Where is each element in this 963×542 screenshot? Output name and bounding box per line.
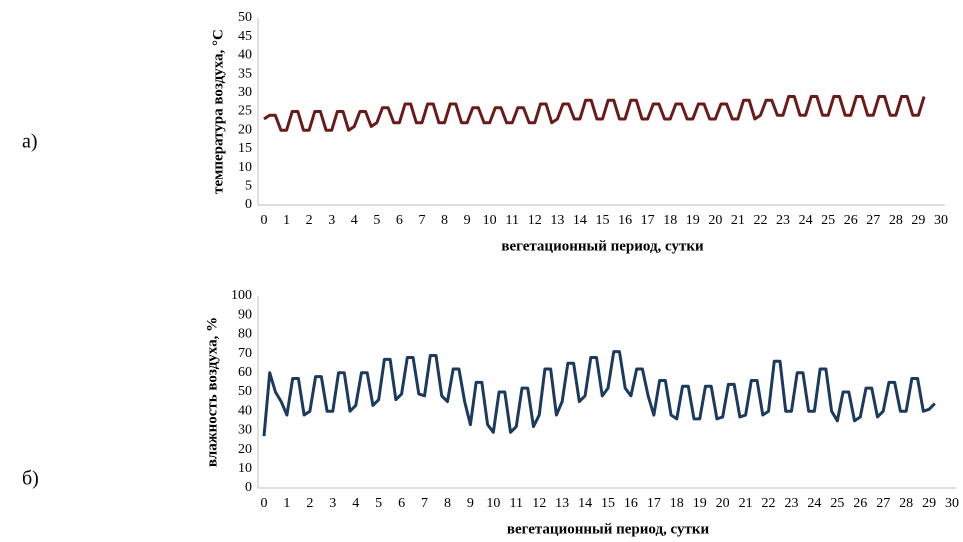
x-tick-label: 12 [528,213,542,228]
x-axis-label: вегетационный период, сутки [501,238,704,254]
x-tick-label: 20 [716,496,730,511]
x-tick-label: 15 [601,496,615,511]
x-tick-label: 2 [306,213,313,228]
x-tick-label: 4 [351,213,358,228]
x-tick-label: 26 [844,213,858,228]
data-line [262,350,936,437]
x-tick-label: 14 [573,213,587,228]
x-tick-label: 13 [550,213,564,228]
y-tick-label: 35 [238,66,252,81]
x-tick-label: 23 [776,213,790,228]
y-tick-label: 50 [238,384,252,399]
y-tick-label: 60 [238,365,252,380]
y-tick-label: 10 [238,461,252,476]
x-tick-label: 0 [261,213,268,228]
x-tick-label: 26 [853,496,867,511]
x-tick-label: 2 [306,496,313,511]
x-tick-label: 22 [762,496,776,511]
x-tick-label: 11 [505,213,518,228]
x-tick-label: 0 [261,496,268,511]
x-tick-label: 11 [510,496,523,511]
y-tick-label: 15 [238,141,252,156]
x-tick-label: 21 [739,496,753,511]
x-tick-label: 30 [934,213,948,228]
x-tick-label: 14 [578,496,592,511]
x-tick-label: 17 [647,496,661,511]
x-axis-label: вегетационный период, сутки [507,521,710,537]
y-tick-label: 5 [245,179,252,194]
x-tick-label: 12 [532,496,546,511]
y-tick-label: 0 [245,480,252,495]
y-tick-label: 50 [238,10,252,25]
y-tick-label: 80 [238,327,252,342]
x-tick-label: 25 [830,496,844,511]
x-tick-label: 10 [486,496,500,511]
x-tick-label: 8 [444,496,451,511]
y-tick-label: 10 [238,160,252,175]
x-tick-label: 24 [799,213,813,228]
panel-label: б) [22,468,39,490]
x-tick-label: 9 [467,496,474,511]
y-tick-label: 25 [238,104,252,119]
x-tick-label: 29 [922,496,936,511]
x-tick-label: 8 [441,213,448,228]
x-tick-label: 19 [686,213,700,228]
x-tick-label: 1 [283,213,290,228]
panel-label: а) [22,131,38,153]
x-tick-label: 28 [899,496,913,511]
y-tick-label: 20 [238,122,252,137]
x-tick-label: 28 [889,213,903,228]
y-tick-label: 0 [245,197,252,212]
y-axis-label: температура воздуха, °С [210,29,226,194]
y-tick-label: 30 [238,85,252,100]
x-tick-label: 22 [753,213,767,228]
x-tick-label: 29 [911,213,925,228]
x-tick-label: 18 [663,213,677,228]
x-tick-label: 18 [670,496,684,511]
x-tick-label: 21 [731,213,745,228]
x-tick-label: 5 [375,496,382,511]
x-tick-label: 27 [876,496,890,511]
x-tick-label: 3 [328,213,335,228]
x-tick-label: 3 [329,496,336,511]
y-tick-label: 45 [238,29,252,44]
y-tick-label: 70 [238,346,252,361]
x-tick-label: 10 [483,213,497,228]
x-tick-label: 19 [693,496,707,511]
x-tick-label: 5 [373,213,380,228]
y-tick-label: 40 [238,48,252,63]
x-tick-label: 15 [596,213,610,228]
x-tick-label: 6 [396,213,403,228]
x-tick-label: 6 [398,496,405,511]
x-tick-label: 24 [807,496,821,511]
y-axis-label: влажность воздуха, % [204,317,220,467]
x-tick-label: 27 [866,213,880,228]
x-tick-label: 13 [555,496,569,511]
y-tick-label: 30 [238,423,252,438]
x-tick-label: 20 [708,213,722,228]
x-tick-label: 30 [945,496,959,511]
x-tick-label: 9 [464,213,471,228]
x-tick-label: 23 [784,496,798,511]
x-tick-label: 25 [821,213,835,228]
x-tick-label: 7 [421,496,428,511]
y-tick-label: 100 [231,288,252,303]
x-tick-label: 4 [352,496,359,511]
y-tick-label: 90 [238,307,252,322]
x-tick-label: 1 [283,496,290,511]
data-line [263,95,926,132]
x-tick-label: 16 [618,213,632,228]
y-tick-label: 40 [238,403,252,418]
x-tick-label: 7 [418,213,425,228]
y-tick-label: 20 [238,442,252,457]
x-tick-label: 16 [624,496,638,511]
x-tick-label: 17 [641,213,655,228]
